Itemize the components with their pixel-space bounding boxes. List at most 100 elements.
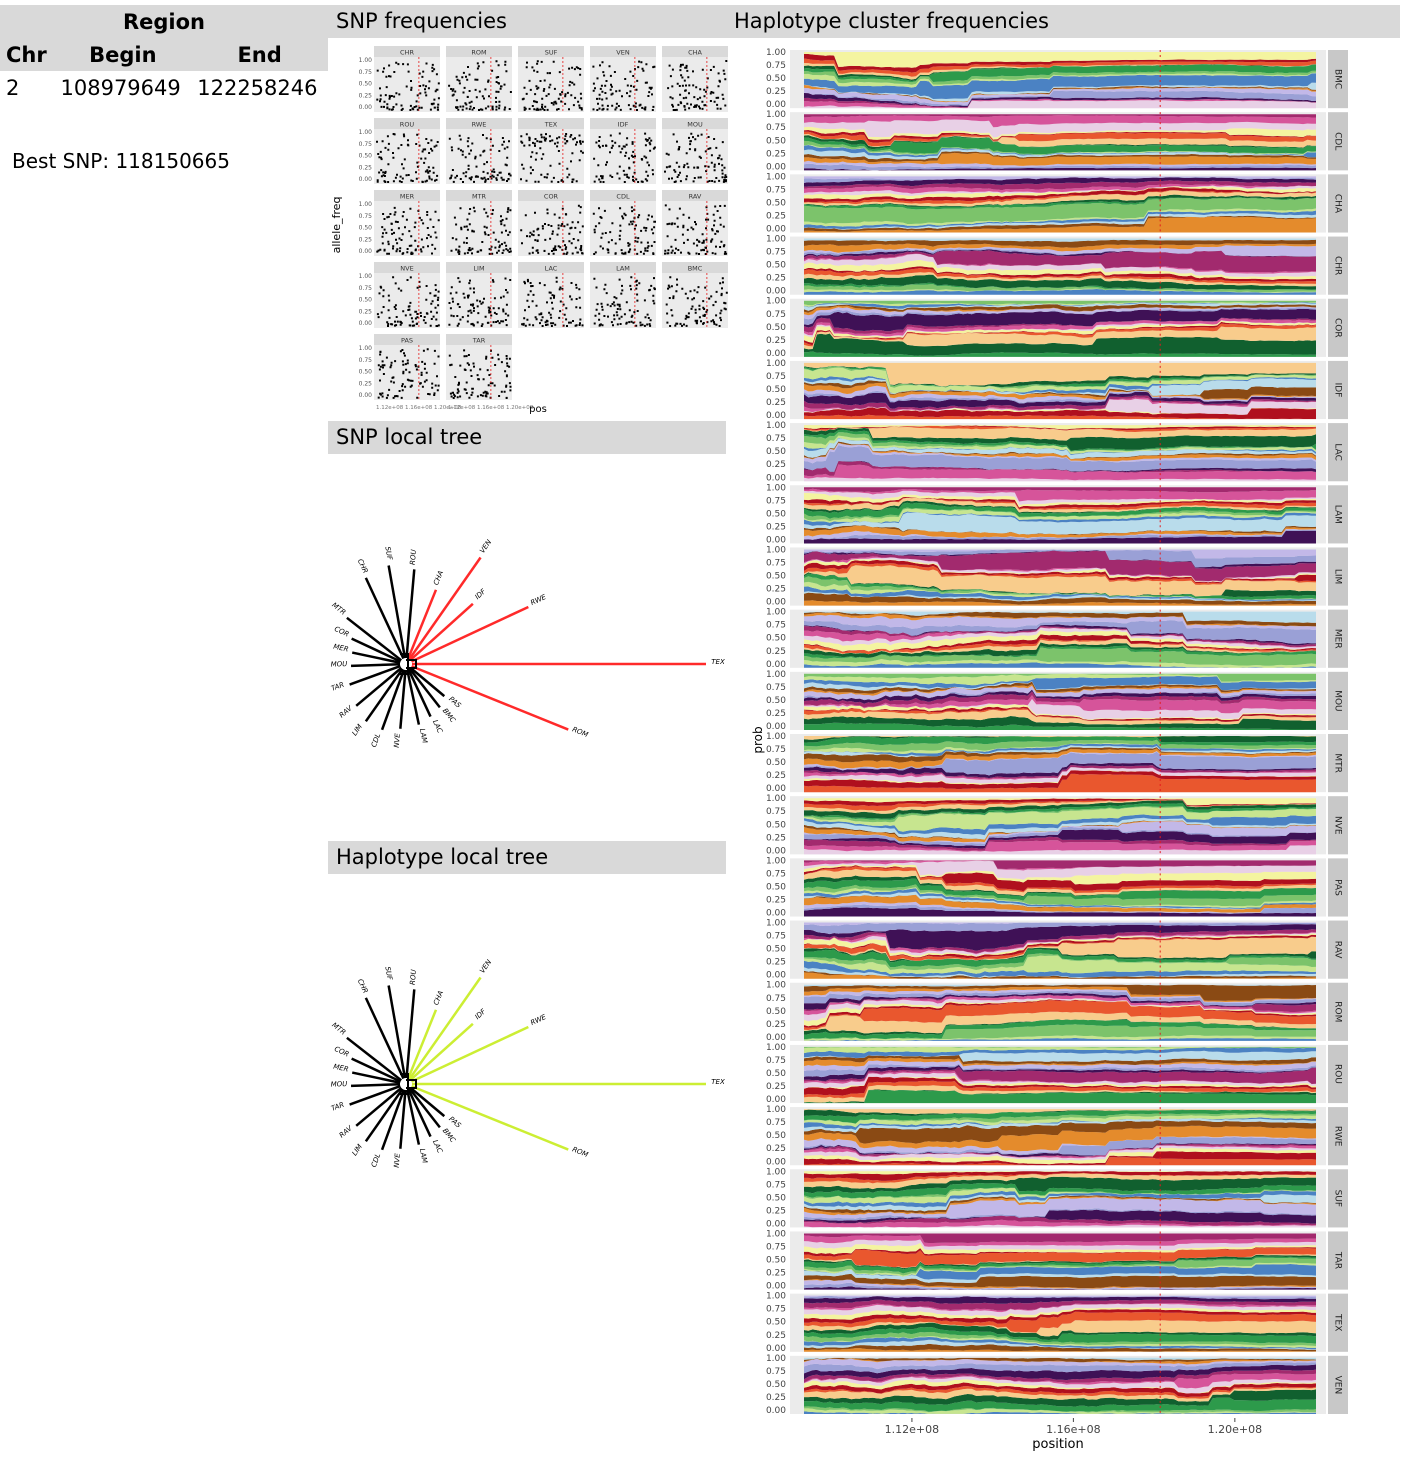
cluster-band	[804, 934, 1316, 959]
cluster-band	[804, 1397, 1316, 1412]
cluster-band	[804, 367, 1316, 394]
cluster-band	[804, 1035, 1316, 1041]
y-tick: 0.00	[766, 349, 786, 359]
cluster-band	[804, 208, 1316, 227]
cluster-band	[804, 1120, 1316, 1144]
tree-branch	[408, 976, 482, 1080]
y-tick: 0.50	[766, 1007, 786, 1017]
facet-strip	[1328, 1169, 1348, 1228]
cluster-band	[804, 558, 1316, 583]
y-tick: 1.00	[766, 1167, 786, 1177]
cluster-band	[804, 817, 1316, 840]
y-tick: 0.25	[766, 1269, 786, 1279]
cluster-band	[804, 1242, 1316, 1255]
cluster-band	[804, 1361, 1316, 1374]
facet-strip	[1328, 609, 1348, 668]
y-tick: 0.00	[766, 784, 786, 794]
cluster-band	[804, 151, 1316, 163]
tree-leaf-label: ROM	[571, 725, 589, 739]
tree-branch	[399, 669, 407, 729]
cluster-band	[804, 303, 1316, 313]
cluster-band	[804, 100, 1316, 109]
facet-label: MOU	[687, 121, 703, 129]
cluster-band	[804, 477, 1316, 482]
tree-leaf-label: ROU	[409, 969, 418, 985]
cluster-band	[804, 250, 1316, 273]
cluster-band	[804, 860, 1316, 880]
allele-points	[448, 277, 512, 327]
facet-strip	[662, 118, 728, 129]
cluster-band	[804, 891, 1316, 910]
facet-strip	[446, 46, 512, 57]
cluster-band	[804, 1215, 1316, 1226]
cluster-band	[804, 180, 1316, 191]
allele-points	[664, 204, 728, 255]
cluster-band	[804, 497, 1316, 513]
y-tick: 0.00	[766, 660, 786, 670]
cluster-band	[804, 565, 1316, 597]
cluster-band	[804, 525, 1316, 538]
y-tick: 0.25	[766, 274, 786, 284]
cluster-band	[804, 840, 1316, 852]
cluster-band	[804, 438, 1316, 460]
y-tick: 0.25	[766, 1020, 786, 1030]
tree-leaf-label: LAC	[431, 1139, 444, 1155]
allele-points	[448, 60, 512, 111]
facet-strip	[1328, 1293, 1348, 1352]
cluster-band	[804, 385, 1316, 403]
tree-leaf-label: VEN	[478, 958, 493, 975]
y-tick: 1.00	[359, 201, 373, 208]
cluster-band	[804, 673, 1316, 686]
cluster-band	[804, 351, 1316, 357]
cluster-band	[804, 1145, 1316, 1161]
cluster-band	[804, 1332, 1316, 1346]
cluster-band	[804, 365, 1316, 388]
tree-leaf-label: IDF	[474, 1007, 489, 1021]
cluster-band	[804, 1224, 1316, 1228]
cluster-band	[804, 1064, 1316, 1081]
cluster-band	[804, 395, 1316, 411]
cluster-band	[804, 407, 1316, 415]
facet-panel	[446, 201, 512, 256]
y-tick: 0.00	[766, 225, 786, 235]
cluster-band	[804, 1055, 1316, 1065]
cluster-band	[804, 321, 1316, 346]
cluster-band	[804, 140, 1316, 155]
cluster-band	[804, 1389, 1316, 1407]
cluster-band	[804, 550, 1316, 582]
y-tick: 1.00	[766, 1354, 786, 1364]
cluster-band	[804, 1172, 1316, 1184]
tree-leaf-label: ROU	[409, 549, 418, 565]
cluster-band	[804, 1295, 1316, 1300]
y-tick: 0.50	[766, 758, 786, 768]
tree-leaf-label: RAV	[338, 704, 355, 720]
cluster-band	[804, 274, 1316, 290]
cluster-band	[804, 767, 1316, 784]
y-tick: 0.00	[359, 104, 373, 111]
allele-points	[377, 348, 440, 399]
cluster-band	[804, 1319, 1316, 1337]
facet-label: PAS	[401, 337, 413, 345]
tree-leaf-label: CHR	[356, 558, 370, 575]
cluster-band	[804, 507, 1316, 522]
cluster-band	[804, 190, 1316, 205]
cluster-band	[804, 1382, 1316, 1398]
y-tick: 0.00	[766, 971, 786, 981]
cluster-band	[804, 490, 1316, 506]
cluster-band	[804, 1151, 1316, 1166]
snp-frequencies-header: SNP frequencies	[328, 5, 726, 38]
hap-xlabel: position	[1032, 1437, 1084, 1452]
cluster-band	[804, 210, 1316, 230]
facet-label: RAV	[1333, 941, 1343, 959]
cluster-band	[804, 829, 1316, 849]
cluster-band	[804, 1296, 1316, 1304]
facet-label: NVE	[1333, 816, 1343, 835]
y-tick: 0.50	[359, 369, 373, 376]
cluster-band	[804, 1369, 1316, 1384]
y-tick: 0.50	[766, 198, 786, 208]
facet-strip	[374, 190, 440, 201]
facet-panel	[662, 201, 728, 256]
tree-branch	[408, 556, 482, 660]
cluster-band	[804, 1136, 1316, 1156]
cluster-band	[804, 308, 1316, 332]
